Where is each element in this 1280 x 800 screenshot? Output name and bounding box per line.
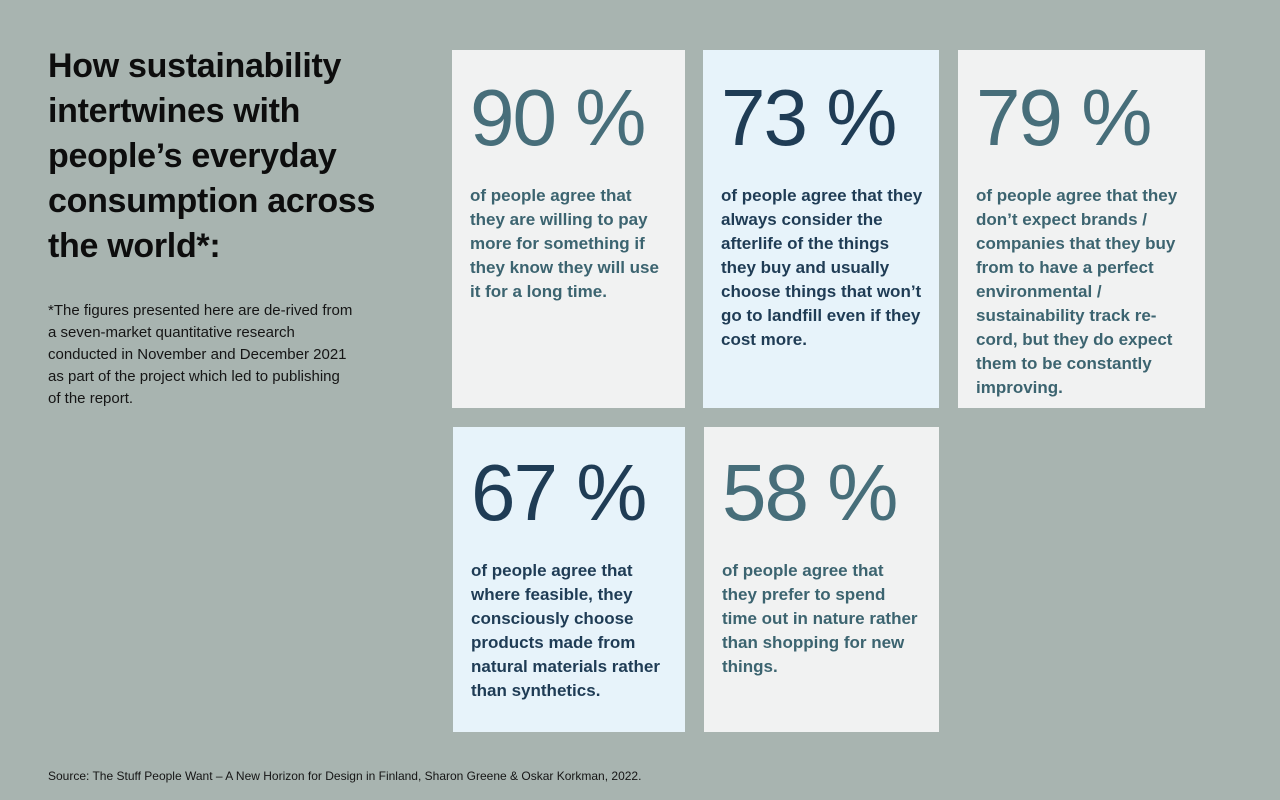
stat-percentage: 58 % xyxy=(722,448,898,537)
stat-card-natural-materials: 67 % of people agree that where feasible… xyxy=(453,427,685,732)
stat-card-afterlife: 73 % of people agree that they always co… xyxy=(703,50,939,408)
stat-description: of people agree that where feasible, the… xyxy=(471,561,660,700)
stat-description: of people agree that they are willing to… xyxy=(470,186,659,301)
stat-description: of people agree that they don’t expect b… xyxy=(976,186,1178,397)
stat-percentage: 67 % xyxy=(471,448,647,537)
stat-card-long-use: 90 % of people agree that they are willi… xyxy=(452,50,685,408)
stat-percentage: 79 % xyxy=(976,73,1152,162)
stat-description: of people agree that they prefer to spen… xyxy=(722,561,918,676)
stat-card-brand-improvement: 79 % of people agree that they don’t exp… xyxy=(958,50,1205,408)
source-citation: Source: The Stuff People Want – A New Ho… xyxy=(48,769,642,783)
stat-description: of people agree that they always conside… xyxy=(721,186,923,349)
page-title: How sustainability intertwines with peop… xyxy=(48,47,376,265)
stat-percentage: 73 % xyxy=(721,73,897,162)
methodology-footnote: *The figures presented here are de-rived… xyxy=(48,302,353,407)
stat-percentage: 90 % xyxy=(470,73,646,162)
stat-card-nature-time: 58 % of people agree that they prefer to… xyxy=(704,427,939,732)
